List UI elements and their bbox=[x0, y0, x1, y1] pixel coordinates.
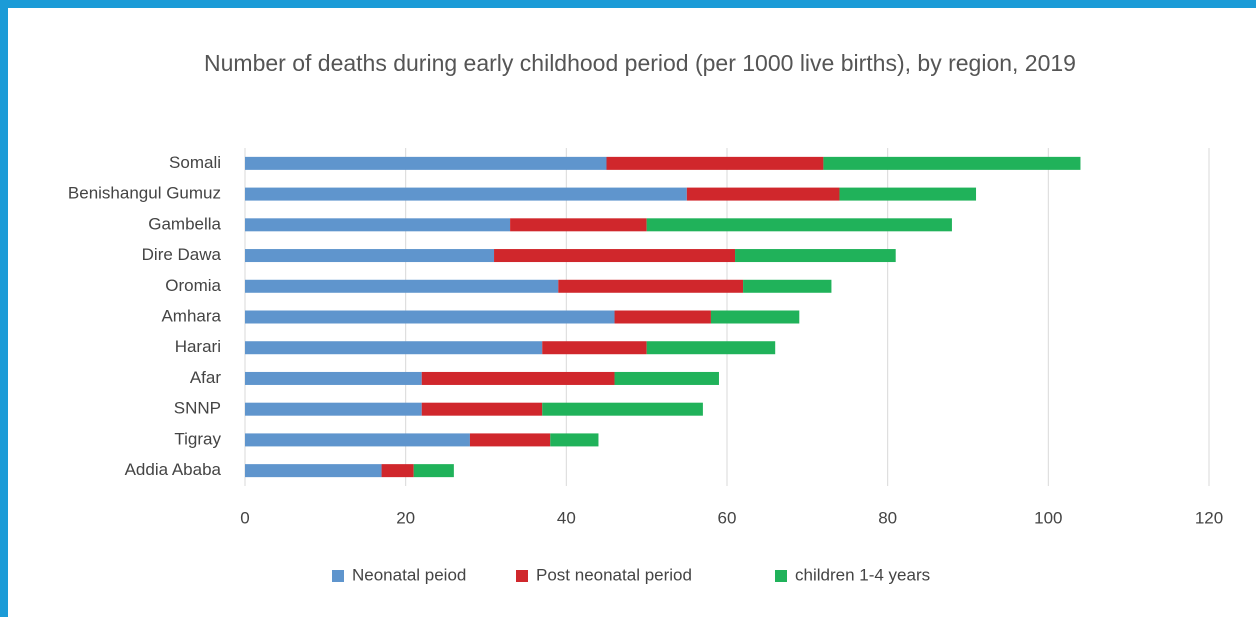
bar-segment bbox=[245, 187, 687, 201]
bar-segment bbox=[245, 156, 607, 170]
bar-segment bbox=[245, 433, 470, 447]
legend-swatch bbox=[775, 570, 787, 582]
y-tick-label: SNNP bbox=[174, 399, 221, 418]
bar-segment bbox=[743, 279, 832, 293]
legend-swatch bbox=[516, 570, 528, 582]
bar-segment bbox=[558, 279, 744, 293]
bar-segment bbox=[469, 433, 551, 447]
bar-segment bbox=[839, 187, 977, 201]
frame-top bbox=[0, 0, 1256, 8]
x-tick-label: 40 bbox=[557, 508, 576, 527]
bar-segment bbox=[646, 341, 776, 355]
bar-segment bbox=[421, 371, 615, 385]
y-tick-label: Dire Dawa bbox=[142, 245, 222, 264]
bar-segment bbox=[550, 433, 599, 447]
x-tick-label: 20 bbox=[396, 508, 415, 527]
bar-segment bbox=[614, 310, 711, 324]
frame-left bbox=[0, 0, 8, 617]
x-tick-label: 60 bbox=[718, 508, 737, 527]
y-tick-label: Benishangul Gumuz bbox=[68, 184, 221, 203]
bar-segment bbox=[494, 249, 736, 263]
y-tick-label: Gambella bbox=[148, 214, 221, 233]
y-tick-label: Oromia bbox=[165, 276, 221, 295]
bar-segment bbox=[381, 464, 414, 478]
chart-title: Number of deaths during early childhood … bbox=[204, 50, 1076, 76]
bar-segment bbox=[413, 464, 454, 478]
bar-segment bbox=[606, 156, 824, 170]
bar-segment bbox=[823, 156, 1081, 170]
y-tick-label: Addia Ababa bbox=[125, 460, 222, 479]
y-tick-label: Afar bbox=[190, 368, 222, 387]
legend-swatch bbox=[332, 570, 344, 582]
bar-segment bbox=[421, 402, 543, 416]
y-tick-label: Tigray bbox=[174, 429, 221, 448]
bar-segment bbox=[245, 464, 382, 478]
x-tick-label: 120 bbox=[1195, 508, 1223, 527]
bar-segment bbox=[686, 187, 840, 201]
x-tick-label: 0 bbox=[240, 508, 249, 527]
y-tick-label: Somali bbox=[169, 153, 221, 172]
bar-segment bbox=[245, 218, 511, 232]
bar-segment bbox=[542, 341, 647, 355]
legend-label: children 1-4 years bbox=[795, 565, 930, 584]
x-tick-label: 100 bbox=[1034, 508, 1062, 527]
bar-segment bbox=[245, 310, 615, 324]
bar-segment bbox=[245, 341, 543, 355]
bar-segment bbox=[735, 249, 896, 263]
bar-segment bbox=[542, 402, 703, 416]
bar-segment bbox=[510, 218, 647, 232]
bar-segment bbox=[245, 249, 495, 263]
bar-segment bbox=[245, 279, 559, 293]
x-tick-label: 80 bbox=[878, 508, 897, 527]
bar-segment bbox=[245, 402, 422, 416]
bar-segment bbox=[245, 371, 422, 385]
y-tick-label: Amhara bbox=[161, 306, 221, 325]
bar-segment bbox=[614, 371, 719, 385]
bar-segment bbox=[646, 218, 952, 232]
legend-label: Neonatal peiod bbox=[352, 565, 466, 584]
bar-segment bbox=[710, 310, 800, 324]
legend-label: Post neonatal period bbox=[536, 565, 692, 584]
y-tick-label: Harari bbox=[175, 337, 221, 356]
